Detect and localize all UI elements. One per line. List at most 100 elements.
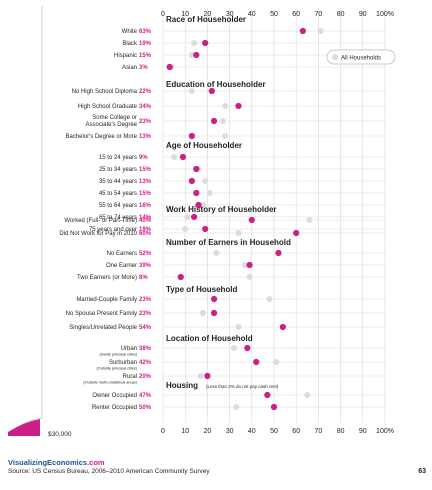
row-sublabel: (Outside metro statistical areas) [83, 381, 137, 385]
x-tick-label-top: 10 [181, 11, 189, 18]
section-title: Education of Householder [166, 80, 266, 89]
all-households-dot [304, 392, 311, 398]
row-pct: 15% [139, 191, 152, 197]
row-pct: 20% [139, 374, 152, 380]
group-dot [188, 177, 195, 185]
row-pct: 19% [139, 227, 152, 233]
row-label: Black [122, 41, 138, 47]
x-tick-label-bottom: 50 [270, 428, 278, 435]
row-label: No Earners [107, 251, 137, 257]
all-households-dot [242, 262, 249, 268]
row-pct: 9% [139, 155, 148, 161]
row-label: Owner Occupied [92, 393, 137, 399]
group-dot [264, 391, 271, 399]
source-note: Source: US Census Bureau, 2006–2010 Amer… [8, 468, 210, 475]
x-tick-label-top: 30 [226, 11, 234, 18]
all-households-dot [202, 178, 209, 184]
row-pct: 63% [139, 29, 152, 35]
all-households-dot [222, 103, 229, 109]
row-label: Hispanic [114, 53, 137, 59]
group-dot [177, 273, 184, 281]
row-pct: 39% [139, 263, 152, 269]
all-households-dot [197, 373, 204, 379]
group-dot [195, 201, 202, 209]
all-households-dot [219, 118, 226, 124]
section-title: Race of Householder [166, 15, 246, 24]
group-dot [246, 261, 253, 269]
section-title: Location of Household [166, 334, 253, 343]
brand-logo: VisualizingEconomics.com [8, 458, 426, 467]
x-tick-label-top: 0 [161, 11, 165, 18]
section-title: Type of Household [166, 285, 238, 294]
row-pct: 54% [139, 325, 152, 331]
row-label: Rural [123, 374, 137, 380]
x-tick-label-top: 100% [376, 11, 394, 18]
row-pct: 23% [139, 311, 152, 317]
all-households-dot [317, 28, 324, 34]
legend-box [326, 49, 396, 65]
x-tick-label-bottom: 10 [181, 428, 189, 435]
row-label: No Spouse Present Family [66, 311, 137, 317]
income-marker-label: $30,000 [48, 431, 72, 438]
row-pct: 19% [139, 41, 152, 47]
group-dot [202, 225, 209, 233]
row-pct: 22% [139, 89, 152, 95]
all-households-dot [233, 404, 240, 410]
brand-suffix: .com [87, 458, 105, 467]
row-pct: 13% [139, 134, 152, 140]
all-households-dot [306, 217, 313, 223]
row-label: Bachelor's Degree or More [65, 134, 137, 140]
all-households-dot [184, 214, 191, 220]
x-tick-label-top: 60 [292, 11, 300, 18]
row-pct: 52% [139, 251, 152, 257]
row-label: Asian [122, 65, 137, 71]
group-dot [210, 117, 218, 125]
group-dot [188, 132, 195, 140]
group-dot [179, 153, 187, 161]
group-dot [208, 87, 215, 95]
x-tick-label-bottom: 30 [226, 428, 234, 435]
row-label: Singles/Unrelated People [69, 325, 137, 331]
all-households-dot [213, 250, 220, 256]
row-pct: 42% [139, 360, 152, 366]
x-tick-label-bottom: 60 [292, 428, 300, 435]
all-households-dot [246, 274, 253, 280]
group-dot [202, 39, 209, 47]
section-title: Age of Householder [166, 141, 242, 150]
footer: VisualizingEconomics.com Source: US Cens… [8, 458, 426, 475]
row-pct: 15% [139, 53, 152, 59]
x-tick-label-top: 70 [315, 11, 323, 18]
row-label: Surburban [109, 360, 137, 366]
all-households-dot [235, 324, 242, 330]
row-pct: 3% [139, 65, 148, 71]
row-pct: 13% [139, 179, 152, 185]
row-label: 75 years and over [89, 227, 137, 233]
all-households-dot [206, 190, 213, 196]
all-households-dot [235, 230, 242, 236]
row-label: Two Earners (or More) [77, 275, 137, 281]
group-dot [270, 403, 278, 411]
all-households-dot [199, 310, 206, 316]
all-households-dot [266, 296, 273, 302]
group-dot [279, 323, 286, 331]
group-dot [299, 27, 306, 35]
row-label: High School Graduate [78, 104, 138, 110]
row-sublabel: (Outside principal cities) [96, 367, 137, 371]
all-households-dot [182, 226, 189, 232]
dot-plot-chart: 0 0 10 10 20 20 30 30 40 40 50 50 60 60 70 70 80 80 90 90 10… [8, 6, 396, 438]
all-households-dot [199, 202, 206, 208]
group-dot [210, 295, 218, 303]
group-dot [253, 358, 260, 366]
row-label: Renter Occupied [92, 405, 137, 411]
row-label: White [122, 29, 138, 35]
x-tick-label-top: 50 [270, 11, 278, 18]
section-title: Housing [166, 381, 198, 390]
row-label: Urban [121, 346, 137, 352]
row-pct: 23% [139, 119, 152, 125]
row-pct: 16% [139, 203, 152, 209]
row-label: Did Not Work for Pay in 2010 [59, 231, 137, 237]
group-dot [293, 229, 300, 237]
row-label: 55 to 64 years [99, 203, 137, 209]
row-label: 65 to 74 years [99, 215, 137, 221]
